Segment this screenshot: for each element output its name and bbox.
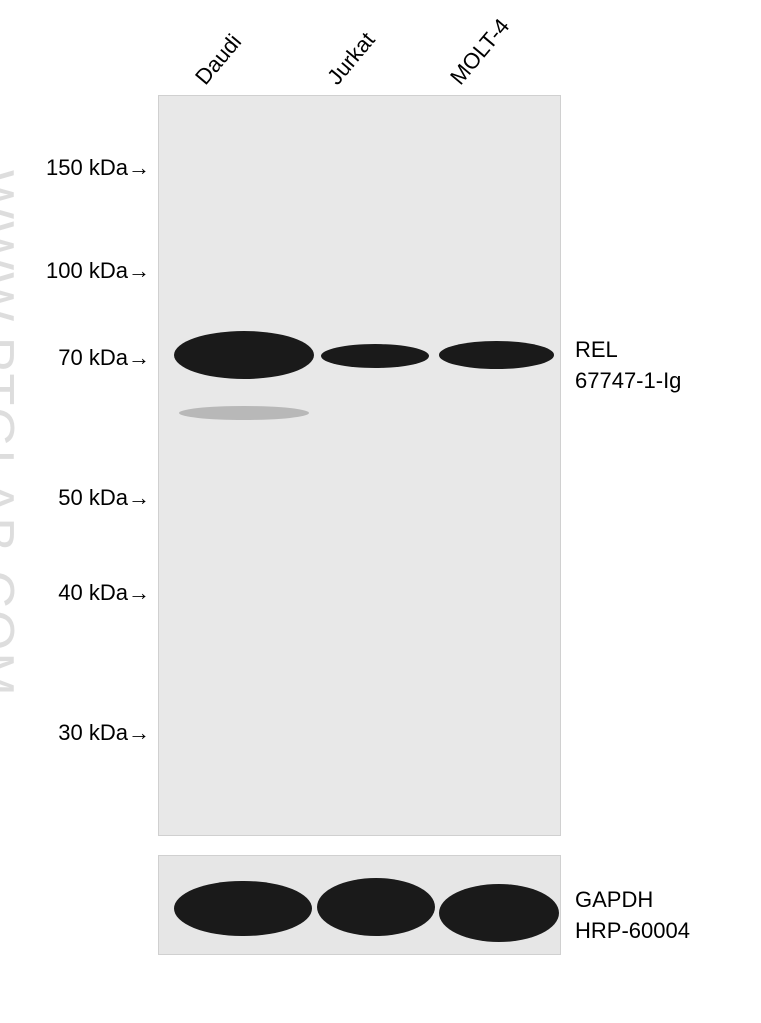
mw-marker-30: 30 kDa→ <box>10 720 150 746</box>
gapdh-band-molt4 <box>439 884 559 942</box>
rel-name: REL <box>575 335 681 366</box>
mw-marker-100: 100 kDa→ <box>10 258 150 284</box>
gapdh-band-daudi <box>174 881 312 936</box>
gapdh-western-blot <box>158 855 561 955</box>
gapdh-name: GAPDH <box>575 885 690 916</box>
main-western-blot <box>158 95 561 836</box>
lane-labels-row: Daudi Jurkat MOLT-4 <box>175 10 545 90</box>
mw-marker-70: 70 kDa→ <box>10 345 150 371</box>
lane-label-daudi: Daudi <box>190 29 247 90</box>
rel-antibody-label: REL 67747-1-Ig <box>575 335 681 397</box>
blot-figure: WWW.PTGLAB.COM Daudi Jurkat MOLT-4 150 k… <box>0 0 761 1023</box>
mw-marker-40: 40 kDa→ <box>10 580 150 606</box>
rel-catalog: 67747-1-Ig <box>575 366 681 397</box>
faint-band-daudi <box>179 406 309 420</box>
rel-band-daudi <box>174 331 314 379</box>
rel-band-jurkat <box>321 344 429 368</box>
mw-marker-150: 150 kDa→ <box>10 155 150 181</box>
gapdh-band-jurkat <box>317 878 435 936</box>
lane-label-molt4: MOLT-4 <box>445 14 515 90</box>
gapdh-catalog: HRP-60004 <box>575 916 690 947</box>
mw-marker-50: 50 kDa→ <box>10 485 150 511</box>
watermark-text: WWW.PTGLAB.COM <box>0 170 25 698</box>
rel-band-molt4 <box>439 341 554 369</box>
lane-label-jurkat: Jurkat <box>322 27 380 90</box>
gapdh-antibody-label: GAPDH HRP-60004 <box>575 885 690 947</box>
